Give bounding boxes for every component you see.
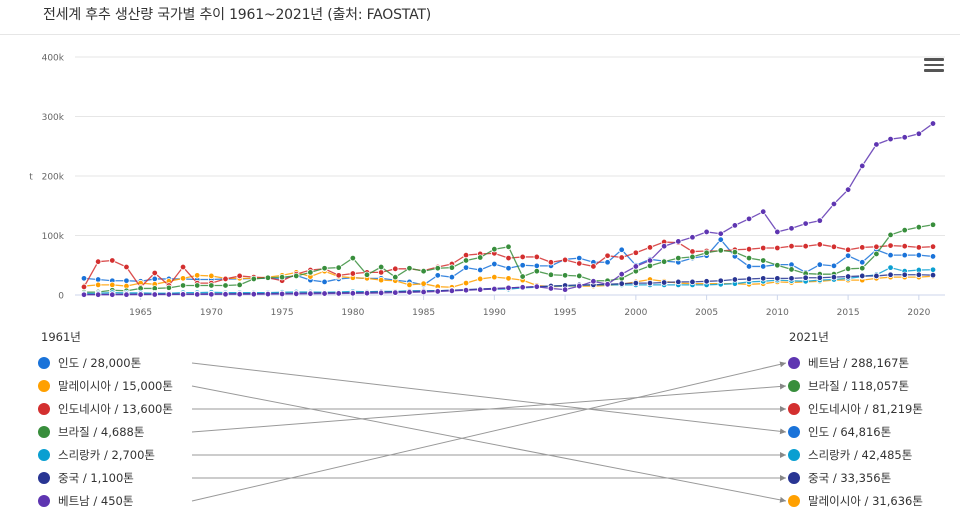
title-divider bbox=[0, 34, 960, 35]
x-tick-label: 1975 bbox=[271, 308, 294, 318]
legend-item-start[interactable]: 브라질 / 4,688톤 bbox=[38, 423, 144, 441]
line-chart: 0 100k 200k 300k 400k t 1965 1970 1975 1980 1985 19… bbox=[29, 54, 945, 318]
legend-item-end[interactable]: 스리랑카 / 42,485톤 bbox=[788, 446, 912, 464]
color-dot-icon bbox=[788, 403, 800, 415]
y-tick-label: 100k bbox=[42, 232, 65, 242]
series-베트남[interactable] bbox=[80, 120, 937, 298]
color-dot-icon bbox=[788, 472, 800, 484]
y-tick-label: 400k bbox=[42, 54, 65, 64]
x-tick-label: 2020 bbox=[907, 308, 930, 318]
legend-label: 베트남 / 288,167톤 bbox=[808, 356, 910, 370]
legend-label: 인도 / 64,816톤 bbox=[808, 425, 892, 439]
color-dot-icon bbox=[38, 380, 50, 392]
x-tick-label: 2015 bbox=[837, 308, 860, 318]
legend-item-end[interactable]: 말레이시아 / 31,636톤 bbox=[788, 492, 923, 510]
legend-label: 말레이시아 / 31,636톤 bbox=[808, 494, 923, 508]
x-tick-label: 2005 bbox=[695, 308, 718, 318]
rank-connector-line bbox=[191, 362, 787, 435]
legend-item-start[interactable]: 인도 / 28,000톤 bbox=[38, 354, 141, 372]
color-dot-icon bbox=[788, 357, 800, 369]
legend-label: 인도네시아 / 81,219톤 bbox=[808, 402, 923, 416]
legend-item-end[interactable]: 브라질 / 118,057톤 bbox=[788, 377, 909, 395]
legend-label: 중국 / 1,100톤 bbox=[58, 471, 134, 485]
legend-label: 말레이시아 / 15,000톤 bbox=[58, 379, 173, 393]
color-dot-icon bbox=[38, 495, 50, 507]
legend-item-start[interactable]: 베트남 / 450톤 bbox=[38, 492, 133, 510]
color-dot-icon bbox=[38, 357, 50, 369]
legend-label: 스리랑카 / 2,700톤 bbox=[58, 448, 156, 462]
legend-end-year: 2021년 bbox=[789, 330, 829, 344]
hamburger-menu-icon[interactable] bbox=[924, 58, 944, 74]
color-dot-icon bbox=[38, 426, 50, 438]
x-tick-label: 1970 bbox=[200, 308, 223, 318]
x-tick-label: 1965 bbox=[129, 308, 152, 318]
legend-item-start[interactable]: 스리랑카 / 2,700톤 bbox=[38, 446, 155, 464]
x-tick-label: 2000 bbox=[624, 308, 647, 318]
rank-connector-line bbox=[191, 383, 787, 433]
legend-item-start[interactable]: 중국 / 1,100톤 bbox=[38, 469, 134, 487]
y-tick-label: 200k bbox=[42, 173, 65, 183]
color-dot-icon bbox=[788, 449, 800, 461]
legend-label: 브라질 / 4,688톤 bbox=[58, 425, 145, 439]
y-tick-label: 300k bbox=[42, 113, 65, 123]
x-tick-label: 1995 bbox=[554, 308, 577, 318]
color-dot-icon bbox=[788, 380, 800, 392]
legend-item-end[interactable]: 중국 / 33,356톤 bbox=[788, 469, 891, 487]
y-tick-label: 0 bbox=[58, 292, 64, 302]
legend-label: 브라질 / 118,057톤 bbox=[808, 379, 910, 393]
legend-item-start[interactable]: 인도네시아 / 13,600톤 bbox=[38, 400, 173, 418]
color-dot-icon bbox=[788, 426, 800, 438]
legend-label: 인도 / 28,000톤 bbox=[58, 356, 142, 370]
legend-label: 베트남 / 450톤 bbox=[58, 494, 134, 508]
legend-label: 중국 / 33,356톤 bbox=[808, 471, 892, 485]
color-dot-icon bbox=[38, 472, 50, 484]
series-브라질[interactable] bbox=[80, 221, 937, 296]
y-axis-title: t bbox=[29, 173, 33, 183]
series-인도네시아[interactable] bbox=[80, 238, 937, 291]
x-tick-label: 1985 bbox=[412, 308, 435, 318]
x-tick-label: 1980 bbox=[341, 308, 364, 318]
legend-item-start[interactable]: 말레이시아 / 15,000톤 bbox=[38, 377, 173, 395]
legend-item-end[interactable]: 베트남 / 288,167톤 bbox=[788, 354, 909, 372]
legend-label: 인도네시아 / 13,600톤 bbox=[58, 402, 173, 416]
rank-connector-line bbox=[191, 361, 787, 502]
color-dot-icon bbox=[38, 449, 50, 461]
legend-label: 스리랑카 / 42,485톤 bbox=[808, 448, 913, 462]
legend-start-year: 1961년 bbox=[41, 330, 81, 344]
legend-item-end[interactable]: 인도네시아 / 81,219톤 bbox=[788, 400, 923, 418]
x-tick-label: 2010 bbox=[766, 308, 789, 318]
chart-title: 전세계 후추 생산량 국가별 추이 1961~2021년 (출처: FAOSTA… bbox=[43, 7, 431, 23]
x-tick-label: 1990 bbox=[483, 308, 506, 318]
color-dot-icon bbox=[788, 495, 800, 507]
rank-connector-line bbox=[191, 385, 787, 503]
color-dot-icon bbox=[38, 403, 50, 415]
legend-item-end[interactable]: 인도 / 64,816톤 bbox=[788, 423, 891, 441]
